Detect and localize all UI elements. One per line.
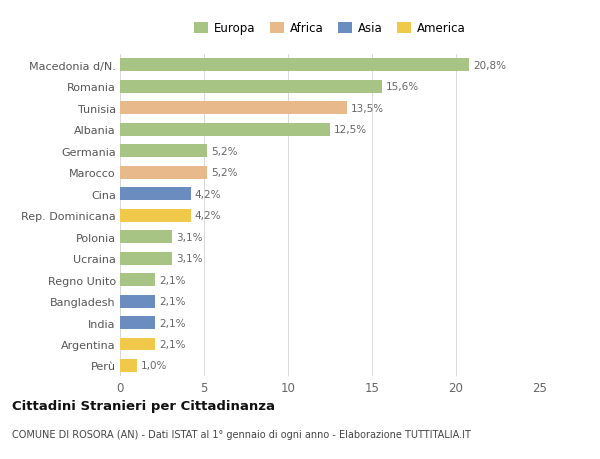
Bar [120, 145, 208, 158]
Legend: Europa, Africa, Asia, America: Europa, Africa, Asia, America [194, 22, 466, 35]
Bar [120, 316, 155, 329]
Bar [120, 123, 330, 136]
Bar [120, 338, 155, 351]
Text: 5,2%: 5,2% [212, 146, 238, 157]
Bar [120, 252, 172, 265]
Text: 1,0%: 1,0% [141, 361, 167, 371]
Text: 4,2%: 4,2% [195, 189, 221, 199]
Text: 2,1%: 2,1% [160, 318, 186, 328]
Bar [120, 231, 172, 244]
Bar [120, 274, 155, 286]
Bar [120, 102, 347, 115]
Bar [120, 209, 191, 222]
Text: 2,1%: 2,1% [160, 297, 186, 307]
Text: 2,1%: 2,1% [160, 275, 186, 285]
Text: 2,1%: 2,1% [160, 339, 186, 349]
Bar [120, 359, 137, 372]
Text: 5,2%: 5,2% [212, 168, 238, 178]
Bar [120, 188, 191, 201]
Bar [120, 59, 469, 72]
Text: Cittadini Stranieri per Cittadinanza: Cittadini Stranieri per Cittadinanza [12, 399, 275, 412]
Text: 4,2%: 4,2% [195, 211, 221, 221]
Text: 13,5%: 13,5% [351, 104, 384, 114]
Text: 15,6%: 15,6% [386, 82, 419, 92]
Text: COMUNE DI ROSORA (AN) - Dati ISTAT al 1° gennaio di ogni anno - Elaborazione TUT: COMUNE DI ROSORA (AN) - Dati ISTAT al 1°… [12, 429, 471, 439]
Bar [120, 81, 382, 94]
Text: 12,5%: 12,5% [334, 125, 367, 135]
Text: 3,1%: 3,1% [176, 253, 203, 263]
Text: 3,1%: 3,1% [176, 232, 203, 242]
Text: 20,8%: 20,8% [473, 61, 506, 71]
Bar [120, 295, 155, 308]
Bar [120, 167, 208, 179]
